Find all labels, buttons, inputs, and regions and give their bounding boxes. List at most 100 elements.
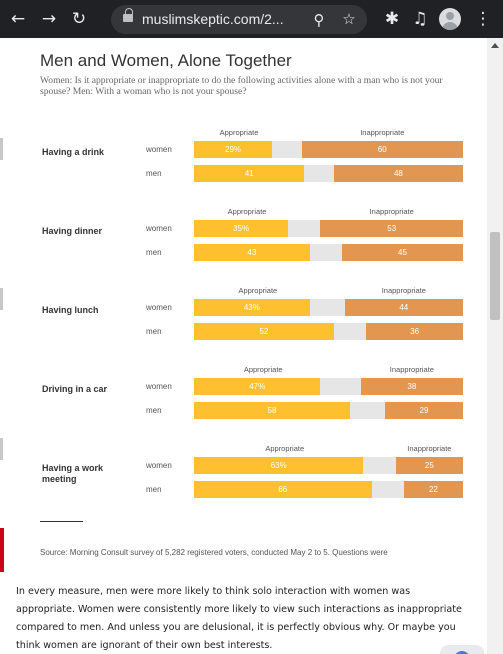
article-paragraph: In every measure, men were more likely t… (16, 586, 462, 651)
scroll-up-arrow-icon[interactable] (491, 43, 499, 48)
chart-subtitle: Women: Is it appropriate or inappropriat… (40, 75, 443, 97)
bar-appropriate (194, 378, 321, 395)
bar-inappropriate (384, 402, 463, 419)
bar-no-opinion (309, 299, 345, 316)
value-label-inappropriate: 45 (398, 248, 407, 257)
value-label-inappropriate: 53 (387, 224, 397, 233)
row-label-women: women (146, 382, 172, 391)
bar-appropriate (194, 244, 310, 261)
arrow-right-icon[interactable]: → (41, 9, 57, 29)
scrollbar[interactable] (487, 38, 503, 654)
bar-inappropriate (344, 299, 463, 316)
activity-label: Having lunch (42, 305, 99, 315)
legend-inappropriate-label: Inappropriate (381, 286, 426, 295)
value-label-appropriate: 52 (259, 327, 269, 336)
puzzle-icon[interactable]: ✱ (384, 9, 400, 29)
url-text[interactable]: muslimskeptic.com/2... (142, 11, 284, 27)
bar-inappropriate (333, 165, 463, 182)
value-label-inappropriate: 44 (399, 303, 409, 312)
value-label-inappropriate: 36 (410, 327, 420, 336)
page-content: Men and Women, Alone Together Women: Is … (0, 38, 487, 654)
survey-chart: Men and Women, Alone Together Women: Is … (4, 38, 474, 566)
activity-label: Having dinner (42, 226, 103, 236)
scrollbar-thumb[interactable] (490, 232, 500, 320)
value-label-appropriate: 43% (243, 303, 260, 312)
value-label-inappropriate: 22 (428, 485, 438, 494)
reload-icon[interactable]: ↻ (71, 9, 87, 29)
browser-toolbar: ← → ↻ muslimskeptic.com/2... ⚲ ☆ ✱ ♫ ⋮ (0, 0, 503, 38)
activity-label: Driving in a car (42, 384, 108, 394)
row-label-women: women (146, 461, 172, 470)
address-bar[interactable]: muslimskeptic.com/2... ⚲ ☆ (111, 5, 367, 34)
legend-appropriate-label: Appropriate (227, 207, 267, 216)
bar-inappropriate (395, 457, 463, 474)
legend-inappropriate-label: Inappropriate (407, 444, 452, 453)
chart-title: Men and Women, Alone Together (40, 51, 292, 70)
bar-inappropriate (301, 141, 463, 158)
bar-no-opinion (304, 165, 334, 182)
avatar-icon[interactable] (439, 8, 461, 30)
row-label-women: women (146, 145, 172, 154)
row-label-men: men (146, 169, 162, 178)
bar-inappropriate (320, 220, 463, 237)
legend-inappropriate-label: Inappropriate (360, 128, 405, 137)
left-edge-marker (0, 438, 3, 460)
value-label-inappropriate: 29 (419, 406, 429, 415)
legend-inappropriate-label: Inappropriate (369, 207, 414, 216)
value-label-appropriate: 43 (247, 248, 257, 257)
activity-label: Having a drink (42, 147, 105, 157)
value-label-appropriate: 66 (278, 485, 288, 494)
row-label-men: men (146, 406, 162, 415)
value-label-inappropriate: 48 (393, 169, 403, 178)
bar-appropriate (194, 220, 289, 237)
row-label-men: men (146, 327, 162, 336)
bar-inappropriate (366, 323, 463, 340)
bar-appropriate (194, 481, 372, 498)
chart-source: Source: Morning Consult survey of 5,282 … (40, 548, 388, 557)
legend-appropriate-label: Appropriate (219, 128, 259, 137)
bar-appropriate (194, 141, 272, 158)
value-label-appropriate: 41 (244, 169, 254, 178)
bar-no-opinion (333, 323, 367, 340)
bar-appropriate (194, 457, 364, 474)
bar-no-opinion (363, 457, 396, 474)
star-icon[interactable]: ☆ (342, 10, 356, 28)
left-edge-marker (0, 138, 3, 160)
value-label-inappropriate: 25 (424, 461, 434, 470)
activity-label: Having a work meeting (42, 463, 104, 484)
lock-icon[interactable] (123, 8, 133, 24)
arrow-left-icon[interactable]: ← (10, 9, 26, 29)
bar-no-opinion (350, 402, 385, 419)
kebab-icon[interactable]: ⋮ (474, 9, 492, 29)
left-edge-marker (0, 288, 3, 310)
bar-no-opinion (288, 220, 321, 237)
bar-appropriate (194, 323, 334, 340)
legend-inappropriate-label: Inappropriate (389, 365, 434, 374)
bar-appropriate (194, 402, 351, 419)
value-label-inappropriate: 38 (407, 382, 417, 391)
value-label-inappropriate: 60 (377, 145, 387, 154)
value-label-appropriate: 29% (224, 145, 242, 154)
chart-divider (40, 521, 83, 522)
left-accent-bar (0, 528, 4, 572)
value-label-appropriate: 35% (233, 224, 250, 233)
recaptcha-badge[interactable] (440, 645, 484, 654)
bar-no-opinion (272, 141, 302, 158)
bar-appropriate (194, 165, 305, 182)
value-label-appropriate: 58 (267, 406, 277, 415)
bar-inappropriate (403, 481, 463, 498)
bar-no-opinion (309, 244, 342, 261)
row-label-men: men (146, 485, 162, 494)
media-control-icon[interactable]: ♫ (412, 9, 428, 29)
bar-no-opinion (371, 481, 404, 498)
bar-no-opinion (320, 378, 361, 395)
row-label-women: women (146, 224, 172, 233)
bar-inappropriate (360, 378, 463, 395)
row-label-women: women (146, 303, 172, 312)
bar-inappropriate (341, 244, 463, 261)
legend-appropriate-label: Appropriate (243, 365, 283, 374)
zoom-icon[interactable]: ⚲ (313, 11, 325, 29)
bar-appropriate (194, 299, 310, 316)
legend-appropriate-label: Appropriate (265, 444, 305, 453)
legend-appropriate-label: Appropriate (238, 286, 278, 295)
